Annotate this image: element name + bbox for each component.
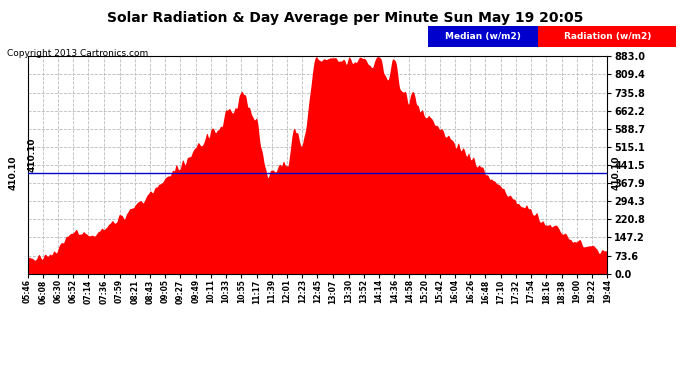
Text: Radiation (w/m2): Radiation (w/m2): [564, 32, 651, 41]
Text: Median (w/m2): Median (w/m2): [445, 32, 521, 41]
Text: Copyright 2013 Cartronics.com: Copyright 2013 Cartronics.com: [7, 49, 148, 58]
Text: Solar Radiation & Day Average per Minute Sun May 19 20:05: Solar Radiation & Day Average per Minute…: [107, 11, 583, 25]
Text: 410.10: 410.10: [28, 137, 37, 171]
Text: 410.10: 410.10: [611, 156, 620, 190]
Text: 410.10: 410.10: [8, 156, 17, 190]
